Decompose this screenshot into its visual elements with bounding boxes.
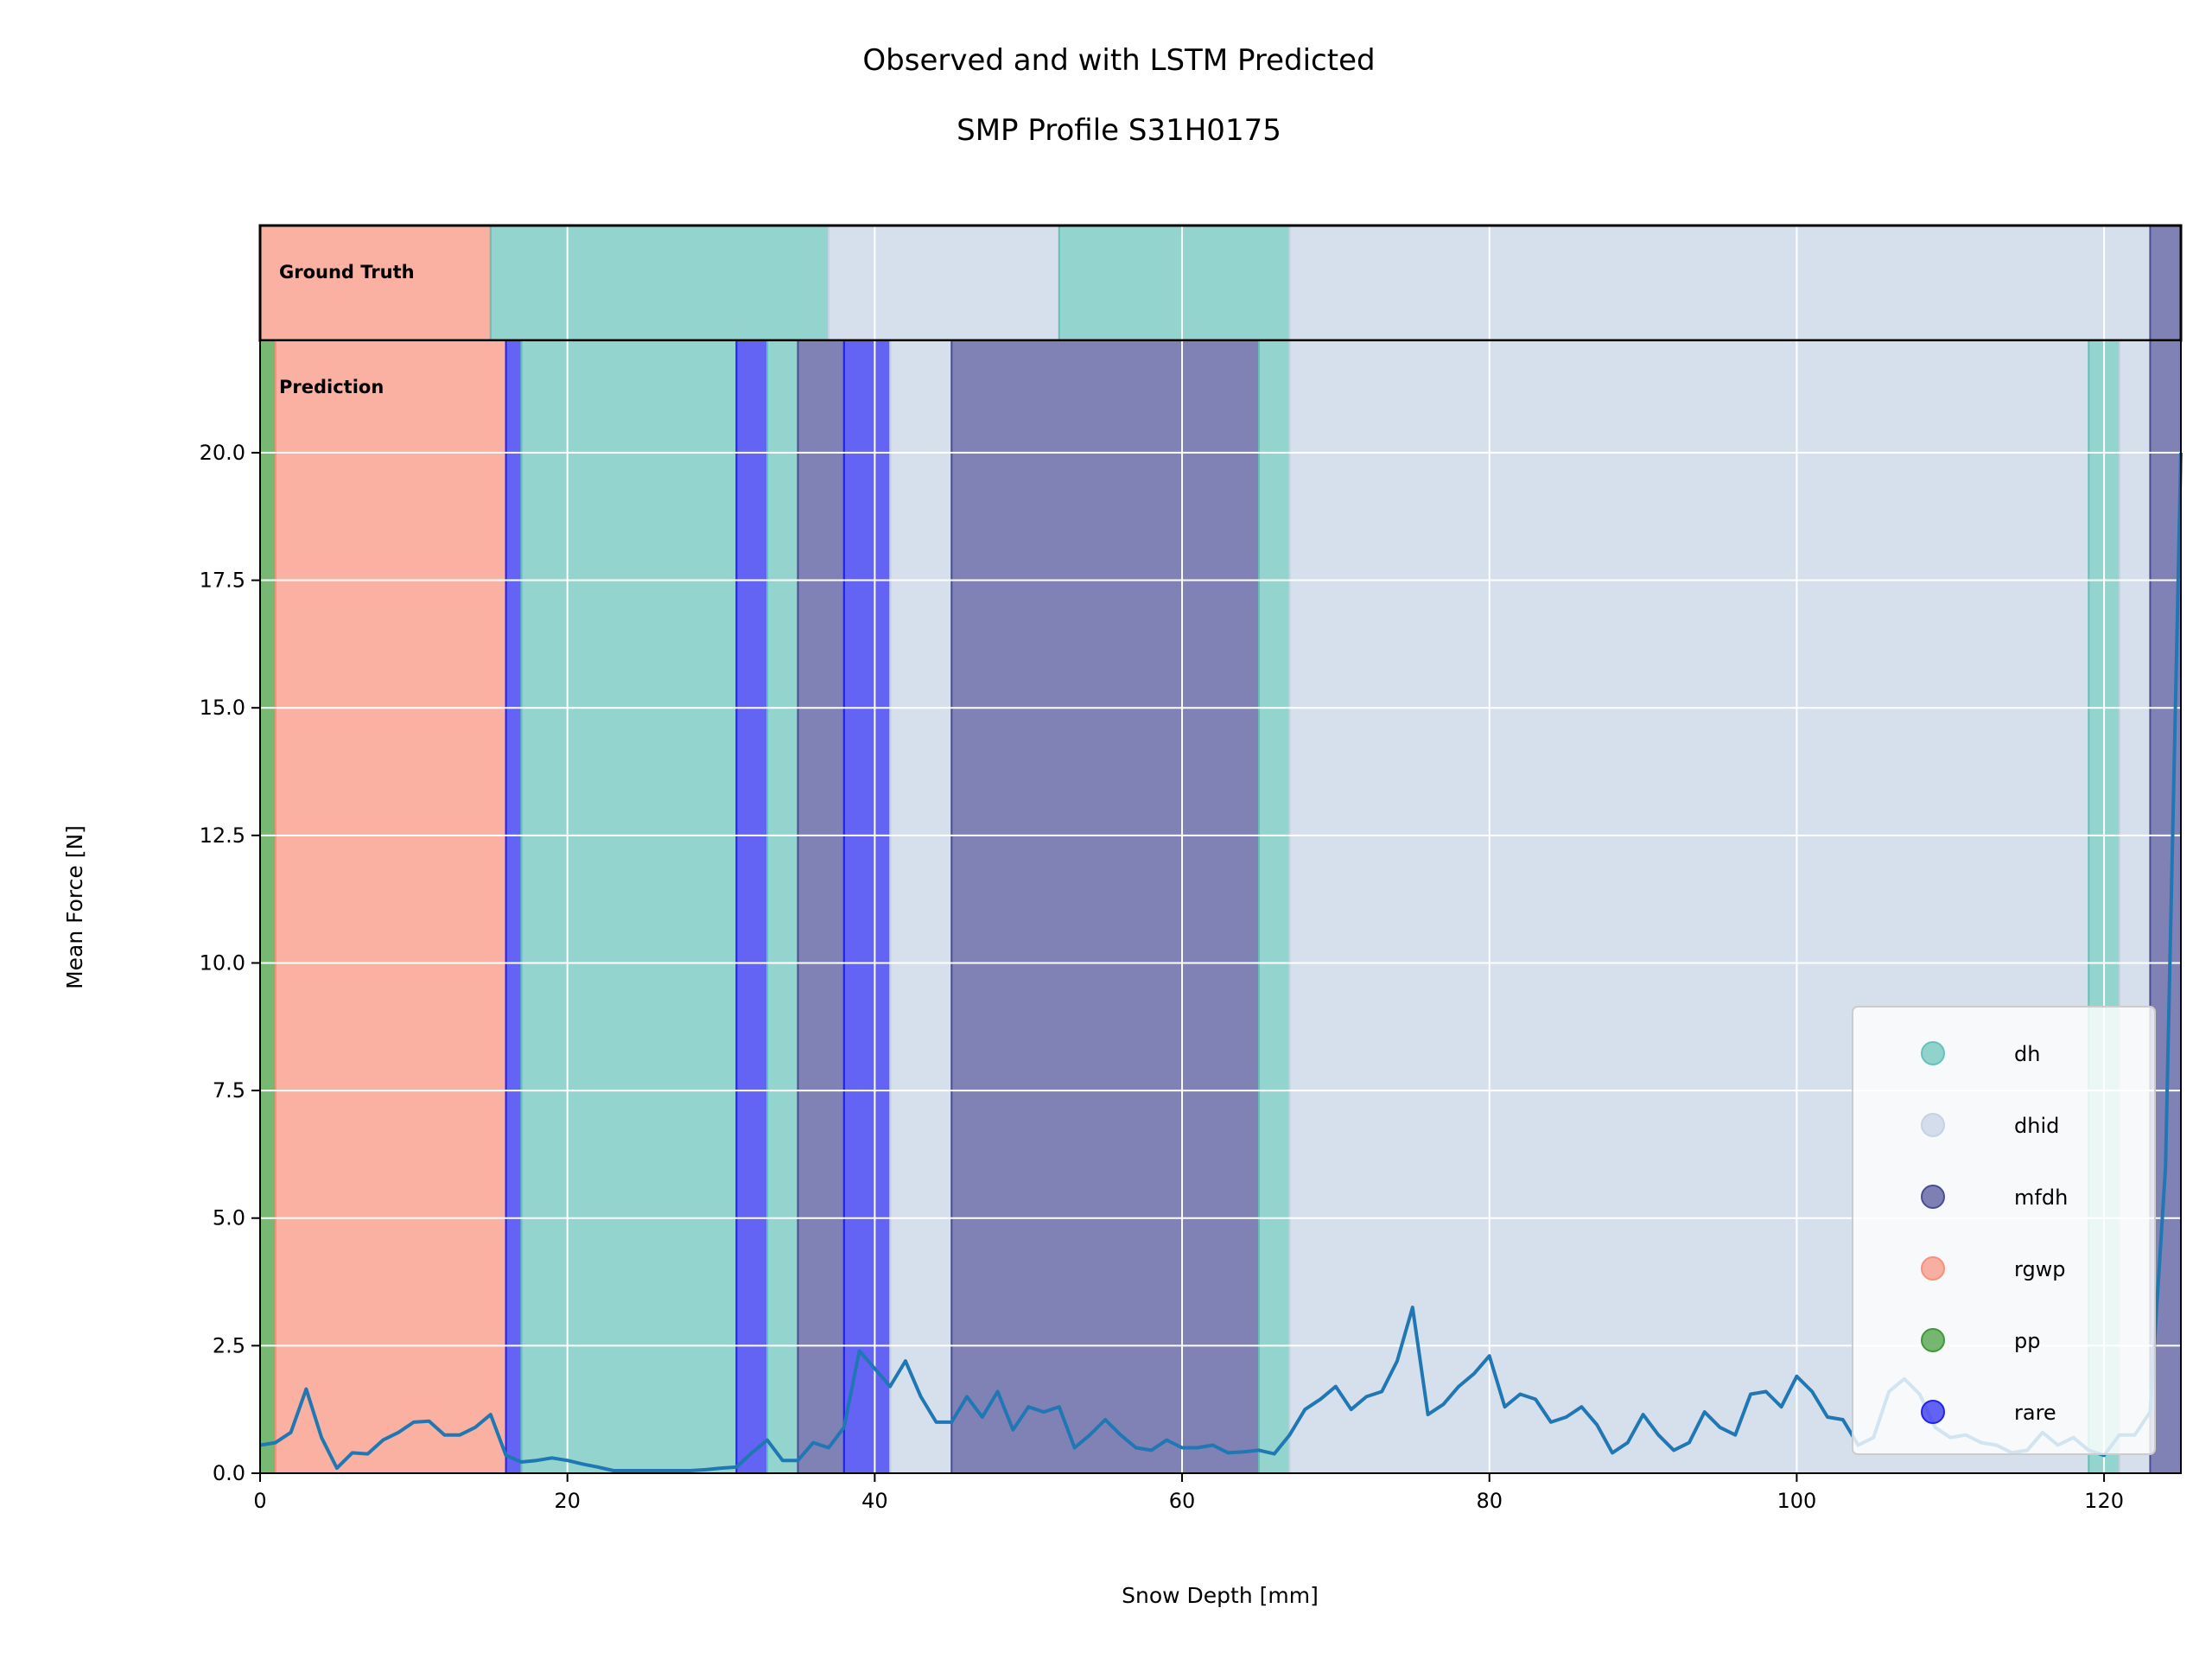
x-axis: 0 20 40 60 80 100 120 <box>253 1473 2124 1513</box>
prediction-segment-dh <box>1257 340 1291 1474</box>
legend-marker-dhid <box>1921 1113 1945 1137</box>
y-tick-label: 0.0 <box>213 1461 245 1485</box>
y-tick-label: 20.0 <box>200 441 245 465</box>
prediction-segment-rare <box>735 340 768 1474</box>
y-tick-label: 5.0 <box>213 1206 245 1230</box>
ground-truth-segments <box>259 225 2182 341</box>
legend-label-dhid: dhid <box>2014 1114 2059 1138</box>
prediction-segment-pp <box>259 340 276 1474</box>
x-tick-label: 0 <box>253 1489 266 1513</box>
y-axis-label: Mean Force [N] <box>62 825 87 989</box>
x-tick-label: 80 <box>1476 1489 1503 1513</box>
x-tick-label: 20 <box>554 1489 581 1513</box>
ground-truth-segment-dh <box>1058 225 1291 341</box>
plot-frame <box>259 340 2182 1474</box>
prediction-segment-rare <box>505 340 523 1474</box>
legend-label-pp: pp <box>2014 1329 2040 1353</box>
prediction-segment-dh <box>520 340 738 1474</box>
y-tick-label: 12.5 <box>200 823 245 848</box>
x-tick-label: 100 <box>1777 1489 1816 1513</box>
y-axis: 0.0 2.5 5.0 7.5 10.0 12.5 15.0 17.5 20.0 <box>200 441 260 1485</box>
prediction-segment-dh <box>766 340 799 1474</box>
x-tick-label: 120 <box>2084 1489 2124 1513</box>
ground-truth-segment-rgwp <box>259 225 492 341</box>
legend-marker-pp <box>1921 1328 1945 1352</box>
y-tick-label: 2.5 <box>213 1333 245 1357</box>
x-tick-label: 60 <box>1169 1489 1196 1513</box>
legend-marker-rare <box>1921 1400 1945 1424</box>
chart-title-line1: Observed and with LSTM Predicted <box>862 43 1375 78</box>
prediction-segment-mfdh <box>797 340 845 1474</box>
y-tick-label: 10.0 <box>200 950 245 975</box>
ground-truth-segment-dh <box>489 225 830 341</box>
prediction-segment-rgwp <box>274 340 507 1474</box>
ground-truth-segment-dhid <box>1288 225 2152 341</box>
prediction-label: Prediction <box>279 377 384 397</box>
legend-marker-rgwp <box>1921 1256 1945 1281</box>
ground-truth-segment-mfdh <box>2149 225 2182 341</box>
prediction-segment-rare <box>842 340 892 1474</box>
legend: dh dhid mfdh rgwp pp rare <box>1852 1006 2156 1455</box>
prediction-panel: Prediction <box>259 340 2183 1474</box>
y-tick-label: 15.0 <box>200 696 245 720</box>
y-tick-label: 17.5 <box>200 569 245 593</box>
prediction-segments <box>259 340 2182 1474</box>
ground-truth-label: Ground Truth <box>279 262 415 283</box>
legend-marker-mfdh <box>1921 1185 1945 1209</box>
legend-box <box>1852 1006 2156 1455</box>
legend-label-mfdh: mfdh <box>2014 1185 2068 1210</box>
x-tick-label: 40 <box>861 1489 888 1513</box>
prediction-segment-dhid <box>889 340 953 1474</box>
prediction-segment-mfdh <box>950 340 1260 1474</box>
y-tick-label: 7.5 <box>213 1078 245 1103</box>
legend-label-dh: dh <box>2014 1042 2040 1066</box>
legend-label-rare: rare <box>2014 1401 2056 1425</box>
legend-label-rgwp: rgwp <box>2014 1257 2066 1281</box>
legend-marker-dh <box>1921 1041 1945 1065</box>
ground-truth-segment-dhid <box>828 225 1060 341</box>
ground-truth-panel: Ground Truth <box>258 224 2183 342</box>
x-axis-label: Snow Depth [mm] <box>1122 1583 1319 1608</box>
chart-title-line2: SMP Profile S31H0175 <box>957 113 1281 148</box>
